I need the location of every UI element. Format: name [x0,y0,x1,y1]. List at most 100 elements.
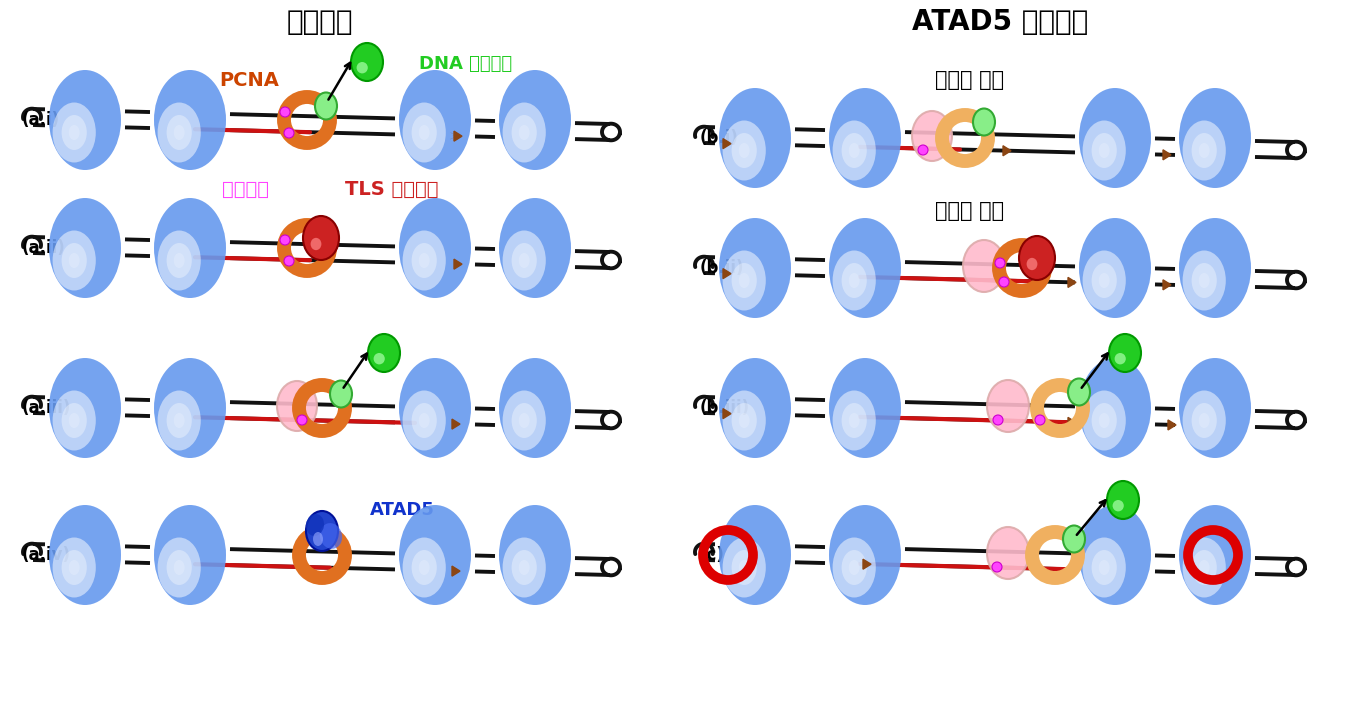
Text: 두번째 멈춤: 두번째 멈춤 [935,201,1005,221]
Ellipse shape [313,532,323,546]
Ellipse shape [1079,505,1151,605]
Ellipse shape [829,358,901,458]
Ellipse shape [1182,390,1225,450]
Ellipse shape [833,390,876,450]
Ellipse shape [842,403,866,438]
Ellipse shape [320,523,342,549]
Ellipse shape [912,111,952,161]
Ellipse shape [849,143,859,158]
Ellipse shape [1198,413,1209,428]
Polygon shape [452,566,460,576]
Ellipse shape [499,358,572,458]
Text: (b.ii): (b.ii) [699,259,745,277]
Text: (a.iv): (a.iv) [22,546,71,564]
Ellipse shape [738,273,749,288]
Ellipse shape [722,121,765,180]
Ellipse shape [503,390,546,450]
Ellipse shape [157,390,200,450]
Polygon shape [724,269,730,279]
Ellipse shape [153,358,226,458]
Text: TLS 중합효소: TLS 중합효소 [346,179,438,199]
Ellipse shape [1083,390,1126,450]
Ellipse shape [849,560,859,575]
Ellipse shape [829,218,901,318]
Ellipse shape [69,560,79,575]
Ellipse shape [842,263,866,298]
Ellipse shape [399,358,471,458]
Ellipse shape [720,358,791,458]
Text: 정상세포: 정상세포 [286,8,354,36]
Ellipse shape [174,560,184,575]
Ellipse shape [722,250,765,310]
Ellipse shape [511,243,537,278]
Circle shape [999,277,1009,287]
Ellipse shape [52,230,95,290]
Ellipse shape [1099,560,1110,575]
Ellipse shape [52,390,95,450]
Polygon shape [724,139,730,149]
Ellipse shape [303,216,339,260]
Ellipse shape [1092,403,1116,438]
Ellipse shape [720,218,791,318]
Text: (b.iii): (b.iii) [699,399,751,417]
Ellipse shape [1063,526,1085,553]
Ellipse shape [153,505,226,605]
Ellipse shape [174,125,184,140]
Ellipse shape [1182,250,1225,310]
Ellipse shape [519,125,530,140]
Ellipse shape [62,115,87,150]
Ellipse shape [720,88,791,188]
Ellipse shape [720,505,791,605]
Ellipse shape [48,70,121,170]
Ellipse shape [1099,143,1110,158]
Ellipse shape [402,102,445,162]
Ellipse shape [963,240,1005,292]
Polygon shape [455,131,461,141]
Ellipse shape [412,550,437,585]
Ellipse shape [1180,358,1251,458]
Ellipse shape [62,550,87,585]
Polygon shape [863,559,872,569]
Ellipse shape [1180,88,1251,188]
Ellipse shape [829,505,901,605]
Ellipse shape [1099,413,1110,428]
Ellipse shape [1192,550,1217,585]
Text: 첫번째 멈춤: 첫번째 멈춤 [935,70,1005,90]
Ellipse shape [412,115,437,150]
Ellipse shape [829,88,901,188]
Ellipse shape [511,550,537,585]
Ellipse shape [1092,550,1116,585]
Ellipse shape [732,133,757,168]
Ellipse shape [499,70,572,170]
Ellipse shape [842,133,866,168]
Ellipse shape [972,109,995,136]
Ellipse shape [374,353,385,365]
Ellipse shape [1112,500,1124,511]
Polygon shape [455,259,461,269]
Ellipse shape [418,253,429,268]
Ellipse shape [153,198,226,298]
Circle shape [1036,415,1045,425]
Ellipse shape [402,230,445,290]
Ellipse shape [833,250,876,310]
Ellipse shape [503,230,546,290]
Ellipse shape [499,198,572,298]
Ellipse shape [503,102,546,162]
Ellipse shape [987,527,1029,579]
Ellipse shape [48,358,121,458]
Ellipse shape [519,253,530,268]
Ellipse shape [1083,250,1126,310]
Ellipse shape [153,70,226,170]
Ellipse shape [69,253,79,268]
Ellipse shape [48,505,121,605]
Polygon shape [724,409,730,419]
Ellipse shape [48,198,121,298]
Ellipse shape [1026,258,1037,270]
Ellipse shape [167,550,192,585]
Ellipse shape [1192,403,1217,438]
Ellipse shape [330,380,352,408]
Ellipse shape [399,198,471,298]
Ellipse shape [62,403,87,438]
Ellipse shape [52,102,95,162]
Ellipse shape [62,243,87,278]
